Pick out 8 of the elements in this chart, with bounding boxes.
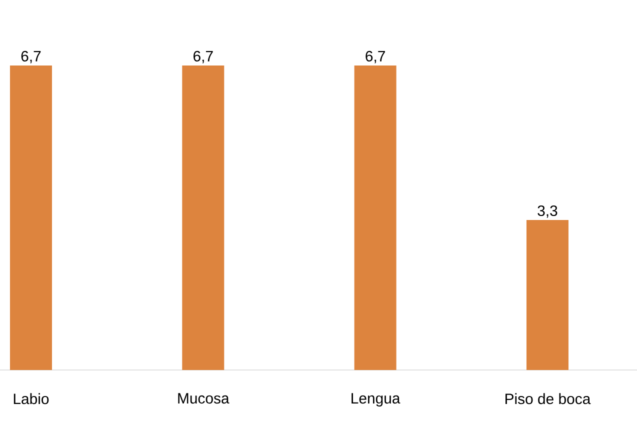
x-tick-label: Piso de boca [506, 393, 591, 404]
x-tick-label: Mucosa [178, 393, 230, 404]
x-tick-label: Labio [14, 393, 49, 404]
data-label: 6,7 [366, 50, 385, 64]
data-label: 6,7 [21, 50, 41, 64]
x-tick-label: Lengua [352, 393, 400, 407]
data-label: 6,7 [194, 50, 213, 64]
data-label: 3,3 [538, 205, 558, 218]
